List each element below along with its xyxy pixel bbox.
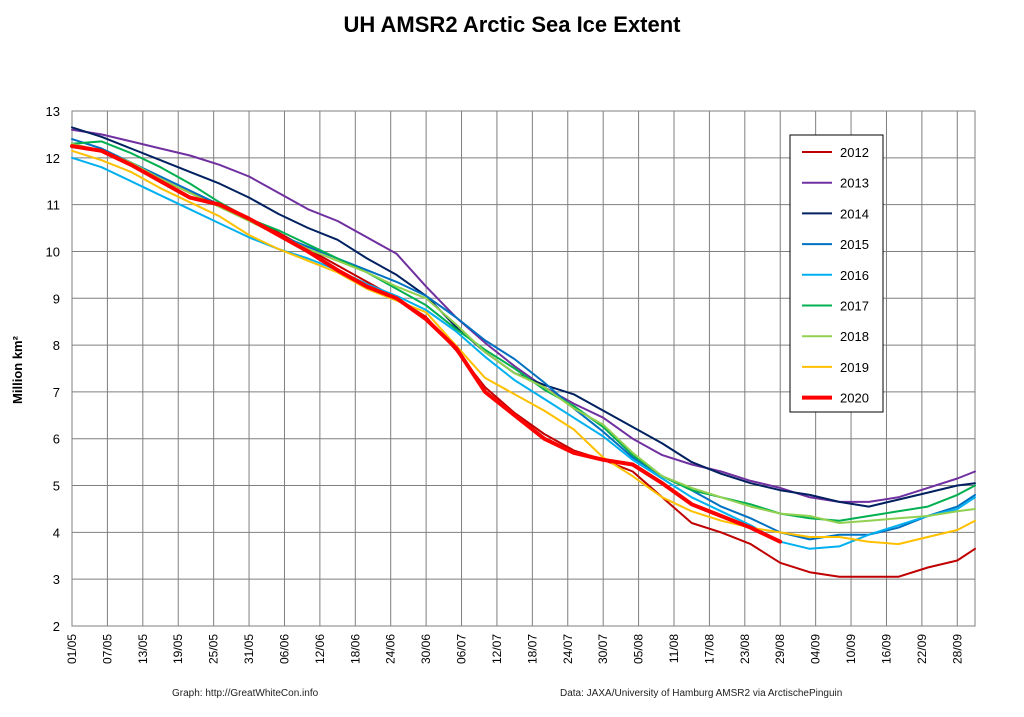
y-tick-label: 13 (46, 104, 60, 119)
legend-label-2020: 2020 (840, 391, 869, 406)
x-tick-label: 07/05 (100, 634, 114, 664)
x-tick-label: 18/07 (525, 634, 539, 664)
x-tick-label: 13/05 (136, 634, 150, 664)
x-tick-label: 30/07 (596, 634, 610, 664)
y-tick-label: 12 (46, 151, 60, 166)
y-tick-label: 10 (46, 244, 60, 259)
series-line-2019 (71, 149, 976, 546)
y-tick-label: 9 (53, 291, 60, 306)
footer-credit-data: Data: JAXA/University of Hamburg AMSR2 v… (560, 688, 843, 699)
x-tick-label: 19/05 (171, 634, 185, 664)
x-axis-ticks: 01/05 07/05 13/05 19/05 25/05 31/05 06/06 12/06… (65, 634, 964, 664)
y-tick-label: 11 (47, 198, 61, 213)
x-tick-label: 17/08 (702, 634, 716, 664)
y-tick-label: 2 (53, 619, 60, 634)
legend-label-2012: 2012 (840, 145, 869, 160)
x-tick-label: 06/06 (277, 634, 291, 664)
legend-label-2015: 2015 (840, 237, 869, 252)
x-tick-label: 12/07 (490, 634, 504, 664)
x-tick-label: 29/08 (773, 634, 787, 664)
x-tick-label: 23/08 (738, 634, 752, 664)
x-tick-label: 18/06 (348, 634, 362, 664)
y-tick-label: 6 (53, 432, 60, 447)
legend-label-2019: 2019 (840, 360, 869, 375)
x-tick-label: 25/05 (207, 634, 221, 664)
x-tick-label: 04/09 (809, 634, 823, 664)
x-tick-label: 30/06 (419, 634, 433, 664)
legend-label-2017: 2017 (840, 299, 869, 314)
footer-credit-graph: Graph: http://GreatWhiteCon.info (172, 688, 319, 699)
x-tick-label: 11/08 (667, 634, 681, 663)
y-tick-label: 7 (53, 385, 60, 400)
series-line-2018 (71, 142, 976, 524)
legend-label-2018: 2018 (840, 329, 869, 344)
legend-label-2013: 2013 (840, 176, 869, 191)
legend-label-2014: 2014 (840, 206, 869, 221)
y-tick-label: 4 (53, 525, 60, 540)
page-title: UH AMSR2 Arctic Sea Ice Extent (343, 12, 681, 37)
series-line-2016 (71, 156, 976, 550)
x-tick-label: 16/09 (879, 634, 893, 664)
x-tick-label: 01/05 (65, 634, 79, 664)
y-tick-label: 5 (53, 479, 60, 494)
x-tick-label: 06/07 (455, 634, 469, 664)
legend: 2012 2013 2014 2015 2016 2017 2018 2019 2020 (789, 134, 884, 413)
x-tick-label: 05/08 (632, 634, 646, 664)
x-tick-label: 31/05 (242, 634, 256, 664)
x-tick-label: 24/06 (384, 634, 398, 664)
y-tick-label: 8 (53, 338, 60, 353)
legend-box (789, 134, 884, 413)
x-tick-label: 10/09 (844, 634, 858, 664)
y-axis-label: Million km² (10, 335, 25, 404)
x-tick-label: 12/06 (313, 634, 327, 664)
legend-label-2016: 2016 (840, 268, 869, 283)
x-tick-label: 22/09 (915, 634, 929, 664)
series-line-2020 (70, 144, 783, 544)
x-tick-label: 24/07 (561, 634, 575, 664)
series-group (70, 126, 976, 578)
y-axis-ticks: 2 3 4 5 6 7 8 9 10 11 12 13 (46, 104, 60, 634)
y-tick-label: 3 (53, 572, 60, 587)
x-tick-label: 28/09 (950, 634, 964, 664)
